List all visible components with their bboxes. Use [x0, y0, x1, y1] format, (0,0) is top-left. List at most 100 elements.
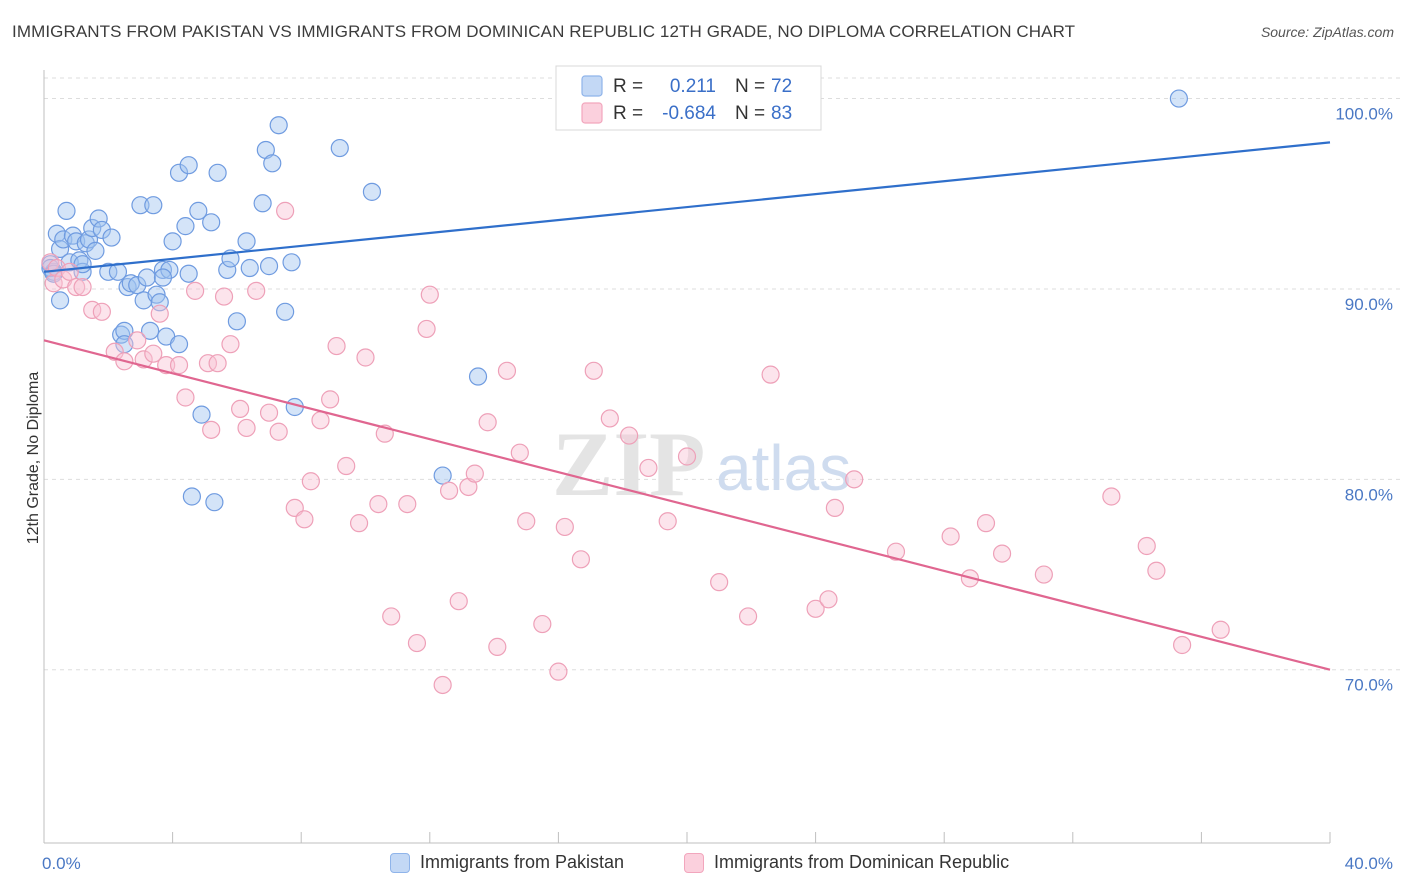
point-dominican — [710, 573, 729, 592]
point-dominican — [941, 527, 960, 546]
point-pakistan — [153, 268, 173, 287]
point-pakistan — [50, 239, 70, 259]
y-tick-labels: 70.0% 80.0% 90.0% 100.0% — [1335, 105, 1393, 695]
point-dominican — [202, 420, 221, 439]
point-dominican — [186, 281, 205, 300]
point-dominican — [620, 426, 639, 445]
point-dominican — [1173, 635, 1192, 655]
point-dominican — [269, 422, 288, 441]
point-dominican — [417, 319, 436, 339]
point-dominican — [449, 592, 468, 611]
legend-n-label: N = — [735, 103, 765, 124]
point-pakistan — [208, 163, 227, 182]
y-tick-label: 90.0% — [1345, 295, 1393, 314]
point-dominican — [247, 281, 266, 300]
point-pakistan — [263, 154, 282, 173]
point-pakistan — [179, 156, 198, 175]
y-tick-label: 80.0% — [1345, 485, 1393, 504]
point-dominican — [208, 354, 227, 373]
data-points — [41, 89, 1230, 695]
point-dominican — [214, 287, 234, 306]
point-dominican — [465, 464, 484, 483]
point-dominican — [600, 409, 619, 428]
point-dominican — [1137, 536, 1156, 556]
point-pakistan — [182, 487, 201, 506]
legend-item-pakistan: Immigrants from Pakistan — [390, 852, 624, 873]
trend-lines — [43, 141, 1331, 671]
point-dominican — [584, 361, 603, 380]
point-pakistan — [57, 201, 76, 220]
point-dominican — [488, 637, 507, 656]
chart-title: IMMIGRANTS FROM PAKISTAN VS IMMIGRANTS F… — [12, 22, 1076, 41]
point-dominican — [1102, 487, 1121, 506]
point-dominican — [845, 470, 864, 489]
watermark-atlas: atlas — [716, 432, 851, 504]
point-dominican — [761, 365, 780, 384]
watermark-zip: ZIP — [552, 413, 705, 515]
point-pakistan — [160, 260, 179, 280]
point-dominican — [407, 633, 427, 653]
point-pakistan — [176, 217, 195, 236]
legend-n-value: 83 — [771, 103, 792, 124]
point-dominican — [1147, 561, 1166, 580]
point-dominican — [128, 331, 147, 350]
point-dominican — [478, 413, 497, 432]
point-pakistan — [362, 182, 382, 201]
point-dominican — [992, 544, 1012, 563]
point-pakistan — [140, 321, 160, 340]
y-axis-label: 12th Grade, No Diploma — [25, 372, 42, 545]
point-pakistan — [50, 291, 70, 310]
legend-label-pakistan: Immigrants from Pakistan — [420, 852, 625, 872]
point-dominican — [237, 418, 256, 438]
point-dominican — [311, 411, 330, 430]
point-dominican — [144, 344, 163, 363]
point-dominican — [105, 342, 124, 361]
point-dominican — [221, 335, 240, 354]
point-pakistan — [89, 209, 108, 228]
point-dominican — [497, 361, 517, 380]
legend-r-value: 0.211 — [670, 76, 716, 97]
point-dominican — [439, 481, 459, 500]
point-dominican — [825, 498, 844, 518]
legend-swatch-pakistan — [581, 75, 603, 97]
point-dominican — [157, 356, 176, 375]
point-dominican — [398, 494, 417, 514]
point-pakistan — [99, 262, 118, 281]
point-dominican — [321, 390, 340, 409]
point-dominican — [420, 285, 439, 304]
point-pakistan — [131, 196, 150, 215]
point-pakistan — [121, 274, 140, 293]
point-dominican — [658, 512, 677, 531]
legend-n-value: 72 — [771, 76, 792, 97]
point-pakistan — [202, 213, 221, 232]
point-pakistan — [205, 493, 224, 512]
trend-line-pakistan — [43, 141, 1331, 273]
point-dominican — [555, 517, 574, 537]
point-dominican — [134, 350, 153, 369]
point-dominican — [433, 675, 452, 695]
point-dominican — [92, 302, 111, 321]
point-dominican — [369, 494, 388, 514]
legend-r-value: -0.684 — [662, 103, 716, 124]
point-pakistan — [189, 201, 208, 220]
point-dominican — [301, 472, 320, 491]
point-dominican — [198, 354, 218, 373]
point-pakistan — [259, 257, 279, 276]
point-pakistan — [79, 230, 99, 249]
point-pakistan — [169, 335, 189, 354]
legend-n-label: N = — [735, 76, 765, 97]
legend-label-dominican: Immigrants from Dominican Republic — [714, 852, 1010, 872]
legend-top: R = 0.211 N = 72 R = -0.684 N = 83 — [555, 65, 822, 131]
point-dominican — [571, 550, 591, 569]
point-dominican — [510, 443, 529, 462]
point-dominican — [976, 514, 996, 533]
point-dominican — [738, 607, 758, 626]
point-pakistan — [240, 258, 259, 278]
x-ticks — [43, 832, 1331, 843]
point-pakistan — [163, 232, 182, 251]
point-dominican — [1211, 620, 1230, 639]
point-dominican — [67, 277, 86, 297]
point-dominican — [231, 399, 250, 419]
point-dominican — [806, 599, 825, 618]
point-dominican — [1034, 565, 1053, 584]
